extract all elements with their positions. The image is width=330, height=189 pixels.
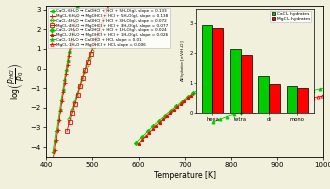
Bar: [241, 55, 251, 113]
Bar: [297, 88, 308, 113]
X-axis label: Temperature [K]: Temperature [K]: [154, 171, 216, 180]
Bar: [213, 28, 223, 113]
Bar: [287, 86, 297, 113]
Y-axis label: ΔE$_{hydration}$ [eV/H₂O]: ΔE$_{hydration}$ [eV/H₂O]: [179, 40, 188, 82]
Y-axis label: log$\left(\dfrac{p_{HCl}}{p_0}\right)$: log$\left(\dfrac{p_{HCl}}{p_0}\right)$: [7, 63, 27, 100]
Legend: CaCl₂·6H₂O → CaOHCl + HCl + 5H₂O(g), slope = 0.133, MgCl₂·6H₂O → MgOHCl + HCl + : CaCl₂·6H₂O → CaOHCl + HCl + 5H₂O(g), slo…: [48, 8, 170, 48]
Bar: [202, 25, 213, 113]
Bar: [258, 76, 269, 113]
Legend: CaCl₂ hydrates, MgCl₂ hydrates: CaCl₂ hydrates, MgCl₂ hydrates: [270, 11, 311, 22]
Bar: [230, 49, 241, 113]
Bar: [269, 84, 280, 113]
